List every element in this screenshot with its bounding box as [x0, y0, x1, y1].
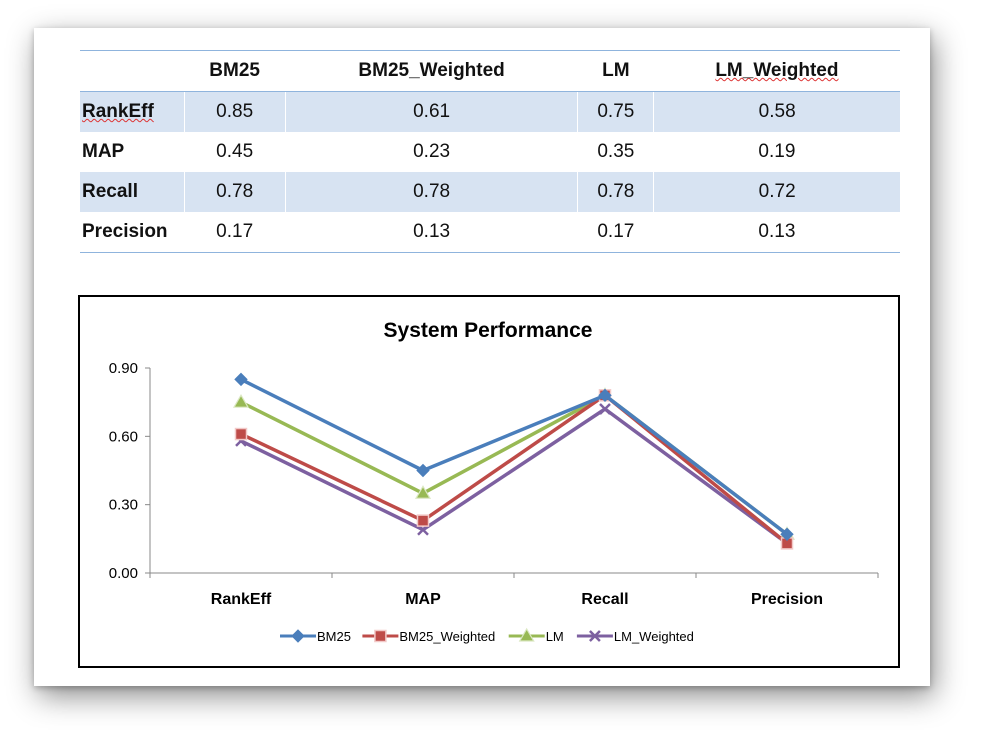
- table-cell: 0.61: [284, 91, 578, 132]
- legend-marker-bm25-weighted-shape: [374, 629, 387, 643]
- legend-item-lm: LM: [508, 627, 564, 644]
- legend: BM25 BM25_Weighted LM LM_Weighted: [280, 627, 694, 644]
- table-cell: 0.78: [284, 172, 578, 212]
- table-row-rankeff: RankEff 0.85 0.61 0.75 0.58: [80, 91, 900, 132]
- data-point-lm: [232, 393, 250, 408]
- series-line-lm: [240, 393, 789, 536]
- legend-label-bm25: BM25: [317, 629, 351, 644]
- y-tick-label: 0.30: [109, 497, 138, 514]
- legend-item-lm-weighted: LM_Weighted: [576, 629, 694, 644]
- column-header-lm: LM: [577, 50, 654, 92]
- table-cell: 0.17: [184, 212, 286, 253]
- chart-frame: System Performance 0.00 0.30 0.60 0.90 Rank…: [78, 295, 900, 668]
- table-cell: 0.78: [577, 172, 654, 212]
- table-cell: 0.75: [577, 91, 654, 132]
- legend-marker-bm25-shape: [291, 629, 305, 643]
- table-row-map: MAP 0.45 0.23 0.35 0.19: [80, 132, 900, 172]
- legend-marker-bm25: [291, 629, 305, 643]
- table-cell: 0.78: [183, 172, 286, 212]
- table-cell: 0.13: [653, 212, 900, 253]
- table-cell: 0.85: [183, 91, 286, 132]
- series-line-bm25: [240, 377, 789, 536]
- legend-marker-lm-shape: [518, 627, 535, 642]
- column-header-label: LM_Weighted: [715, 60, 839, 81]
- row-header: Recall: [80, 172, 184, 212]
- table-cell: 0.23: [413, 141, 451, 162]
- series-layer: [232, 372, 796, 550]
- table-header-row: BM25 BM25_Weighted LM LM_Weighted: [80, 50, 900, 92]
- legend-marker-lm: [518, 627, 535, 642]
- y-tick-label: 0.00: [109, 565, 138, 582]
- series-line-lm-weighted: [240, 407, 789, 545]
- data-point-bm25: [780, 527, 794, 541]
- data-point-bm25: [598, 388, 612, 403]
- table-corner-cell: [80, 50, 184, 92]
- series-bm25: [234, 372, 794, 541]
- chart-title: System Performance: [384, 319, 593, 342]
- data-point-lm-shape: [232, 393, 250, 408]
- y-axis-ticks: 0.00 0.30 0.60 0.90: [109, 360, 150, 582]
- data-point-bm25-shape: [780, 527, 794, 541]
- x-category-label: Precision: [751, 591, 823, 608]
- legend-item-bm25: BM25: [280, 629, 351, 644]
- row-header-label: MAP: [82, 141, 125, 162]
- legend-label-lm-weighted: LM_Weighted: [614, 629, 694, 644]
- x-category-label: Recall: [581, 591, 628, 608]
- y-tick-label: 0.60: [109, 428, 138, 445]
- row-header: Precision: [80, 212, 184, 253]
- table-cell: 0.19: [758, 141, 796, 162]
- legend-marker-bm25-weighted: [374, 629, 387, 643]
- data-point-bm25-shape: [598, 388, 612, 403]
- column-header-label: BM25_Weighted: [358, 60, 505, 81]
- table-cell: 0.17: [577, 212, 654, 253]
- row-header: MAP: [80, 132, 184, 172]
- data-point-lm-shape: [414, 485, 432, 499]
- data-point-bm25-shape: [416, 463, 430, 478]
- row-header-label: Recall: [82, 181, 138, 202]
- x-axis-labels: RankEff MAP Recall Precision: [149, 573, 879, 608]
- legend-label-bm25-weighted: BM25_Weighted: [399, 629, 495, 644]
- table-row-precision: Precision 0.17 0.13 0.17 0.13: [80, 212, 900, 253]
- legend-label-lm: LM: [546, 629, 564, 644]
- row-header-label: Precision: [82, 221, 168, 242]
- data-point-bm25-weighted: [234, 427, 248, 441]
- table-cell: 0.58: [653, 91, 900, 132]
- series-lm: [232, 387, 796, 540]
- column-header-bm25: BM25: [184, 50, 286, 92]
- column-header-lm-weighted: LM_Weighted: [653, 50, 900, 92]
- data-point-bm25-shape: [234, 372, 248, 387]
- y-tick-label: 0.90: [109, 360, 138, 377]
- table-cell: 0.13: [285, 212, 578, 253]
- data-point-bm25-weighted-shape: [234, 427, 248, 441]
- document-card: BM25 BM25_Weighted LM LM_Weighted RankEf…: [34, 28, 930, 686]
- data-point-bm25-weighted-shape: [416, 514, 430, 527]
- data-point-bm25: [234, 372, 248, 387]
- x-category-label: MAP: [405, 591, 441, 608]
- data-point-lm: [414, 485, 432, 499]
- column-header-label: LM: [602, 60, 630, 81]
- series-line-bm25-weighted: [240, 393, 789, 545]
- table-cell: 0.35: [597, 141, 635, 162]
- column-header-label: BM25: [209, 60, 260, 81]
- data-point-lm-weighted-stroke: [599, 403, 611, 415]
- data-point-bm25-weighted: [416, 514, 430, 527]
- legend-marker-lm-weighted-stroke: [589, 630, 601, 642]
- column-header-bm25-weighted: BM25_Weighted: [285, 50, 578, 92]
- table-row-recall: Recall 0.78 0.78 0.78 0.72: [80, 172, 900, 212]
- x-category-label: RankEff: [211, 591, 272, 608]
- table-cell: 0.45: [216, 141, 254, 162]
- data-point-bm25: [416, 463, 430, 478]
- legend-item-bm25-weighted: BM25_Weighted: [362, 629, 495, 644]
- row-header-label: RankEff: [82, 101, 154, 122]
- line-chart: System Performance 0.00 0.30 0.60 0.90 Rank…: [109, 319, 879, 644]
- legend-marker-lm-weighted: [589, 630, 601, 642]
- data-point-lm-weighted: [599, 403, 611, 415]
- table-cell: 0.72: [653, 172, 900, 212]
- results-table: BM25 BM25_Weighted LM LM_Weighted RankEf…: [80, 50, 900, 253]
- row-header: RankEff: [80, 91, 184, 132]
